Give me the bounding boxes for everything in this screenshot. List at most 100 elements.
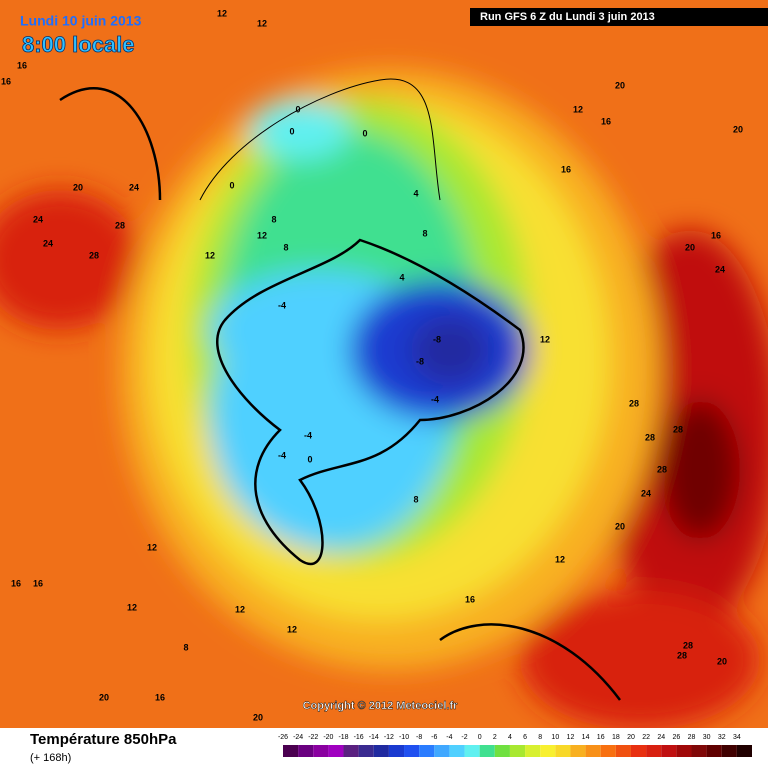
footer-lead: (+ 168h) [30,752,71,764]
contour-label: 16 [561,164,571,174]
scale-swatch [585,745,601,757]
scale-swatch [494,745,510,757]
scale-label: 12 [567,734,575,741]
contour-label: 16 [11,578,21,588]
contour-label: 20 [685,242,695,252]
scale-swatch [676,745,692,757]
contour-label: 12 [540,334,550,344]
contour-label: 24 [43,238,53,248]
scale-label: 0 [478,734,482,741]
contour-label: 16 [1,76,11,86]
contour-label: 8 [271,214,276,224]
contour-label: 4 [399,272,404,282]
scale-swatch [464,745,480,757]
contour-label: 28 [683,640,693,650]
contour-label: 12 [257,18,267,28]
scale-swatch [661,745,677,757]
color-scale: -26 -24 -22 -20 -18 -16 -14 -12 -10 -8 -6 -4 -2 0 2 4 6 8… [278,734,752,757]
scale-swatch [298,745,314,757]
contour-label: 12 [147,542,157,552]
scale-label: -14 [369,734,379,741]
scale-label: -4 [446,734,452,741]
scale-label: 14 [582,734,590,741]
scale-label: -24 [293,734,303,741]
scale-swatch [404,745,420,757]
scale-label: -8 [416,734,422,741]
scale-label: -20 [323,734,333,741]
scale-label: 6 [523,734,527,741]
scale-label: 4 [508,734,512,741]
contour-label: 12 [127,602,137,612]
scale-label: -22 [308,734,318,741]
contour-label: 0 [362,128,367,138]
scale-swatch [736,745,752,757]
contour-label: 20 [99,692,109,702]
scale-swatch [388,745,405,757]
contour-label: -8 [416,356,424,366]
scale-swatch [706,745,722,757]
scale-swatch [343,745,359,757]
contour-label: 20 [615,521,625,531]
contour-label: 28 [629,398,639,408]
contour-label: 28 [657,464,667,474]
scale-swatch [479,745,495,757]
contour-label: 20 [717,656,727,666]
scale-swatch [525,745,541,757]
contour-label: -4 [278,300,286,310]
temperature-field [0,0,768,728]
scale-swatch [509,745,526,757]
scale-swatch [419,745,435,757]
scale-label: -16 [354,734,364,741]
scale-swatch [449,745,465,757]
scale-label: -18 [338,734,348,741]
scale-label: 32 [718,734,726,741]
contour-label: 12 [555,554,565,564]
scale-label: 28 [688,734,696,741]
contour-label: 20 [733,124,743,134]
scale-swatch [721,745,737,757]
scale-swatch [600,745,616,757]
contour-label: 28 [677,650,687,660]
scale-swatch [313,745,329,757]
contour-label: 16 [17,60,27,70]
scale-label: -10 [399,734,409,741]
contour-label: 0 [307,454,312,464]
contour-label: 16 [33,578,43,588]
contour-label: 4 [413,188,418,198]
scale-label: 34 [733,734,741,741]
contour-label: 16 [465,594,475,604]
contour-label: 12 [235,604,245,614]
contour-label: 8 [183,642,188,652]
contour-label: 12 [573,104,583,114]
contour-label: 20 [615,80,625,90]
contour-label: 20 [73,182,83,192]
contour-label: 24 [641,488,651,498]
scale-swatch [540,745,556,757]
contour-label: 12 [217,8,227,18]
run-box [470,8,768,26]
contour-label: 28 [89,250,99,260]
copyright: Copyright © 2012 Meteociel.fr [303,700,459,712]
contour-label: 0 [289,126,294,136]
scale-label: -2 [461,734,467,741]
scale-swatch [555,745,571,757]
scale-swatch [373,745,389,757]
time: 8:00 locale [22,32,135,57]
contour-label: -4 [304,430,312,440]
contour-label: 0 [295,104,300,114]
contour-label: 12 [205,250,215,260]
footer-title: Température 850hPa [30,731,177,748]
contour-label: 28 [115,220,125,230]
scale-swatch [570,745,586,757]
contour-label: 24 [129,182,139,192]
scale-swatch [434,745,450,757]
scale-label: 24 [657,734,665,741]
scale-label: 20 [627,734,635,741]
scale-swatch [328,745,344,757]
scale-label: 30 [703,734,711,741]
date: Lundi 10 juin 2013 [20,13,142,29]
scale-label: 16 [597,734,605,741]
contour-label: 8 [413,494,418,504]
